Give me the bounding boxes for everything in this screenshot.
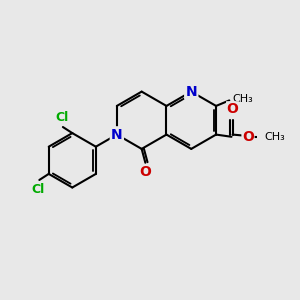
Text: Cl: Cl	[32, 183, 45, 196]
Text: CH₃: CH₃	[265, 132, 285, 142]
Text: Cl: Cl	[55, 111, 68, 124]
Text: N: N	[185, 85, 197, 99]
Text: O: O	[242, 130, 254, 144]
Text: CH₃: CH₃	[232, 94, 253, 104]
Text: O: O	[227, 102, 239, 116]
Text: N: N	[111, 128, 123, 142]
Text: O: O	[140, 165, 151, 179]
